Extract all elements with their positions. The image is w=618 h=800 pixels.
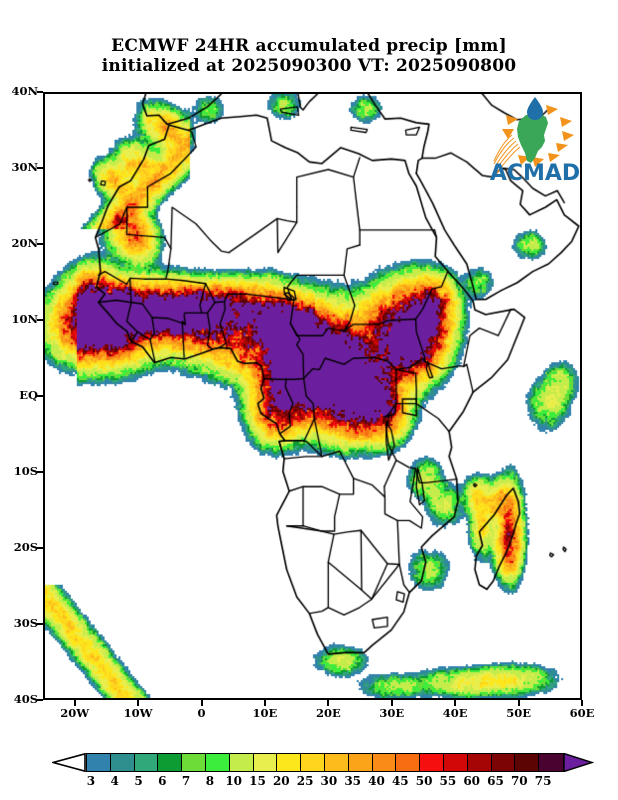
colorbar-tick-label: 65	[487, 774, 504, 788]
colorbar-tick-label: 10	[225, 774, 243, 788]
x-tick-mark	[327, 700, 330, 706]
y-tick-label: EQ	[19, 388, 38, 402]
colorbar-cell	[443, 754, 468, 771]
colorbar-tick-label: 15	[249, 774, 266, 788]
x-tick-mark	[454, 700, 457, 706]
colorbar-tick-label: 4	[110, 774, 119, 788]
y-tick-label: 20S	[13, 540, 38, 554]
colorbar-cell	[182, 754, 206, 771]
chart-title: ECMWF 24HR accumulated precip [mm] initi…	[0, 36, 618, 76]
y-tick-label: 10S	[13, 464, 38, 478]
colorbar-tick-label: 60	[463, 774, 481, 788]
logo-arrows	[493, 105, 574, 174]
y-tick-label: 10N	[11, 312, 38, 326]
colorbar-tick-label: 45	[391, 774, 409, 788]
colorbar-cell	[396, 754, 421, 771]
title-line-1: ECMWF 24HR accumulated precip [mm]	[111, 36, 507, 56]
x-tick-label: 20W	[60, 706, 90, 720]
colorbar-tick-label: 6	[158, 774, 167, 788]
x-tick-label: 0	[197, 706, 206, 720]
colorbar-tick-label: 40	[368, 774, 385, 788]
colorbar: 3 4 5 6 7 8 10 15 20 25 30 35 40 45 50 55 60 65 70 75	[0, 748, 618, 794]
title-line-2: initialized at 2025090300 VT: 2025090800	[101, 56, 517, 76]
colorbar-tick-label: 8	[205, 774, 215, 788]
colorbar-cell	[205, 754, 230, 771]
colorbar-cell	[348, 754, 373, 771]
colorbar-tick-label: 3	[86, 774, 96, 788]
x-tick-label: 50E	[506, 706, 531, 720]
acmad-logo-text: ACMAD	[490, 161, 580, 183]
y-tick-label: 30S	[13, 616, 38, 630]
y-tick-mark	[37, 623, 43, 625]
y-tick-mark	[37, 243, 43, 245]
colorbar-cell	[324, 754, 349, 771]
colorbar-cell	[515, 754, 540, 771]
x-tick-mark	[137, 700, 140, 706]
colorbar-tick-label: 50	[415, 774, 433, 788]
x-tick-mark	[581, 700, 583, 706]
colorbar-cell	[110, 754, 135, 771]
acmad-logo: ACMAD	[488, 95, 582, 183]
x-tick-label: 60E	[569, 706, 595, 720]
y-tick-mark	[37, 699, 43, 701]
colorbar-cells	[86, 753, 564, 772]
x-tick-label: 30E	[379, 706, 405, 720]
colorbar-cell	[372, 754, 397, 771]
precipitation-raster	[45, 94, 580, 698]
colorbar-tick-label: 55	[439, 774, 457, 788]
colorbar-cell	[467, 754, 492, 771]
x-tick-label: 10W	[123, 706, 153, 720]
colorbar-tick-label: 7	[181, 774, 191, 788]
y-tick-label: 40S	[13, 692, 38, 706]
colorbar-tick-label: 30	[320, 774, 338, 788]
y-tick-label: 30N	[11, 160, 38, 174]
colorbar-cell	[158, 754, 183, 771]
y-tick-mark	[37, 395, 43, 397]
africa-shape	[517, 114, 548, 163]
colorbar-tick-label: 75	[534, 774, 552, 788]
colorbar-cell	[420, 754, 444, 771]
y-tick-label: 20N	[11, 236, 38, 250]
x-tick-mark	[73, 700, 76, 706]
colorbar-cell	[539, 754, 563, 771]
colorbar-cell	[87, 754, 111, 771]
colorbar-strip	[52, 753, 594, 772]
y-tick-mark	[37, 471, 43, 473]
x-tick-label: 40E	[442, 706, 468, 720]
y-tick-mark	[37, 167, 43, 169]
colorbar-cell	[301, 754, 325, 771]
colorbar-tick-label: 70	[510, 774, 528, 788]
colorbar-tick-label: 20	[272, 774, 290, 788]
x-tick-mark	[263, 700, 266, 706]
map-plot-area	[43, 92, 582, 700]
colorbar-tick-label: 5	[134, 774, 143, 788]
colorbar-tick-label: 35	[344, 774, 362, 788]
colorbar-over-arrow	[563, 753, 594, 772]
x-tick-mark	[517, 700, 520, 706]
colorbar-under-arrow	[52, 753, 86, 772]
colorbar-cell	[253, 754, 278, 771]
colorbar-cell	[134, 754, 159, 771]
y-tick-mark	[37, 319, 43, 321]
x-tick-label: 10E	[252, 706, 278, 720]
colorbar-cell	[491, 754, 516, 771]
y-tick-mark	[37, 91, 43, 93]
colorbar-cell	[229, 754, 254, 771]
colorbar-tick-label: 25	[296, 774, 314, 788]
y-tick-mark	[37, 547, 43, 549]
colorbar-cell	[277, 754, 302, 771]
y-tick-label: 40N	[11, 84, 38, 98]
x-tick-mark	[390, 700, 393, 706]
x-tick-mark	[200, 700, 203, 706]
water-droplet-icon	[527, 97, 543, 120]
x-tick-label: 20E	[315, 706, 341, 720]
